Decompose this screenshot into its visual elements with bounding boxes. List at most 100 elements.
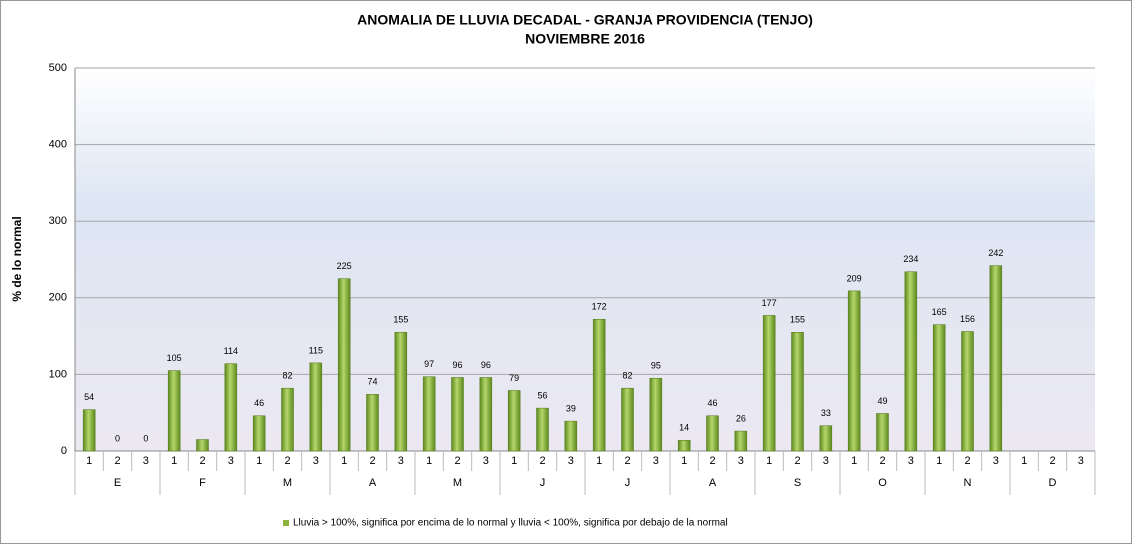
value-label: 114 [224,346,238,356]
bar [281,387,294,452]
value-label: 82 [282,371,292,381]
y-tick-label: 0 [61,445,67,457]
value-label: 0 [143,433,148,443]
bar [649,377,663,452]
value-label: 172 [592,302,607,312]
x-tick-label: 3 [1078,455,1084,467]
group-label: E [114,477,121,489]
chart-subtitle: NOVIEMBRE 2016 [525,31,645,47]
x-tick-label: 1 [341,455,347,467]
bar [422,376,436,452]
bar [82,409,96,452]
x-tick-label: 1 [596,455,602,467]
bar [366,394,379,452]
x-tick-label: 1 [426,455,432,467]
group-label: F [199,477,206,489]
bar [847,290,861,452]
value-label: 96 [481,360,491,370]
x-tick-label: 3 [823,455,829,467]
value-label: 242 [988,248,1003,258]
x-tick-label: 1 [256,455,262,467]
bar [337,278,351,452]
plot-area [75,68,1095,451]
x-tick-label: 3 [738,455,744,467]
x-tick-label: 1 [936,455,942,467]
value-label: 225 [337,261,352,271]
bar [592,318,606,452]
x-tick-label: 2 [879,455,885,467]
value-label: 96 [452,360,462,370]
bar [791,332,804,452]
value-label: 33 [821,408,831,418]
bar [536,407,549,452]
value-label: 0 [115,433,120,443]
bar [876,413,889,452]
value-label: 74 [367,377,377,387]
x-tick-label: 3 [483,455,489,467]
y-tick-label: 500 [49,62,67,74]
group-label: A [709,477,717,489]
bar [989,265,1003,452]
group-label: A [369,477,377,489]
value-label: 79 [509,373,519,383]
value-label: 234 [903,254,918,264]
x-tick-label: 2 [199,455,205,467]
y-tick-label: 300 [49,215,67,227]
value-label: 95 [651,361,661,371]
value-label: 49 [877,396,887,406]
bar [961,331,974,452]
bar [564,420,578,452]
value-label: 97 [424,359,434,369]
value-label: 54 [84,392,94,402]
value-label: 82 [622,371,632,381]
x-tick-label: 3 [568,455,574,467]
value-label: 155 [393,315,408,325]
group-label: M [283,477,292,489]
bar [706,415,719,452]
x-tick-label: 1 [511,455,517,467]
x-tick-label: 3 [653,455,659,467]
bar [932,324,946,452]
value-label: 156 [960,314,975,324]
x-tick-label: 1 [1021,455,1027,467]
group-label: M [453,477,462,489]
value-label: 46 [254,398,264,408]
bar [394,332,408,452]
bar [677,440,691,452]
x-tick-label: 2 [114,455,120,467]
y-axis-label: % de lo normal [10,216,24,301]
x-tick-label: 2 [794,455,800,467]
x-tick-label: 2 [624,455,630,467]
bar [252,415,266,452]
value-label: 56 [537,390,547,400]
value-label: 14 [679,423,689,433]
x-tick-label: 2 [369,455,375,467]
bar [196,439,209,452]
bar [507,390,521,452]
x-tick-label: 2 [1049,455,1055,467]
x-tick-label: 2 [709,455,715,467]
value-label: 177 [762,298,777,308]
x-tick-label: 3 [143,455,149,467]
x-tick-label: 1 [851,455,857,467]
x-tick-label: 3 [398,455,404,467]
x-tick-label: 1 [681,455,687,467]
value-label: 155 [790,315,805,325]
bar [309,362,323,452]
bar [479,377,493,452]
x-tick-label: 1 [86,455,92,467]
value-label: 26 [736,413,746,423]
x-tick-label: 3 [228,455,234,467]
bar [451,377,464,452]
value-label: 209 [847,273,862,283]
group-label: S [794,477,801,489]
chart-title: ANOMALIA DE LLUVIA DECADAL - GRANJA PROV… [357,12,813,28]
y-tick-label: 100 [49,368,67,380]
x-tick-label: 1 [171,455,177,467]
x-tick-label: 2 [539,455,545,467]
legend-label: Lluvia > 100%, significa por encima de l… [293,518,728,529]
bar [904,271,918,452]
y-tick-label: 200 [49,292,67,304]
group-label: N [964,477,972,489]
bar [167,370,181,452]
